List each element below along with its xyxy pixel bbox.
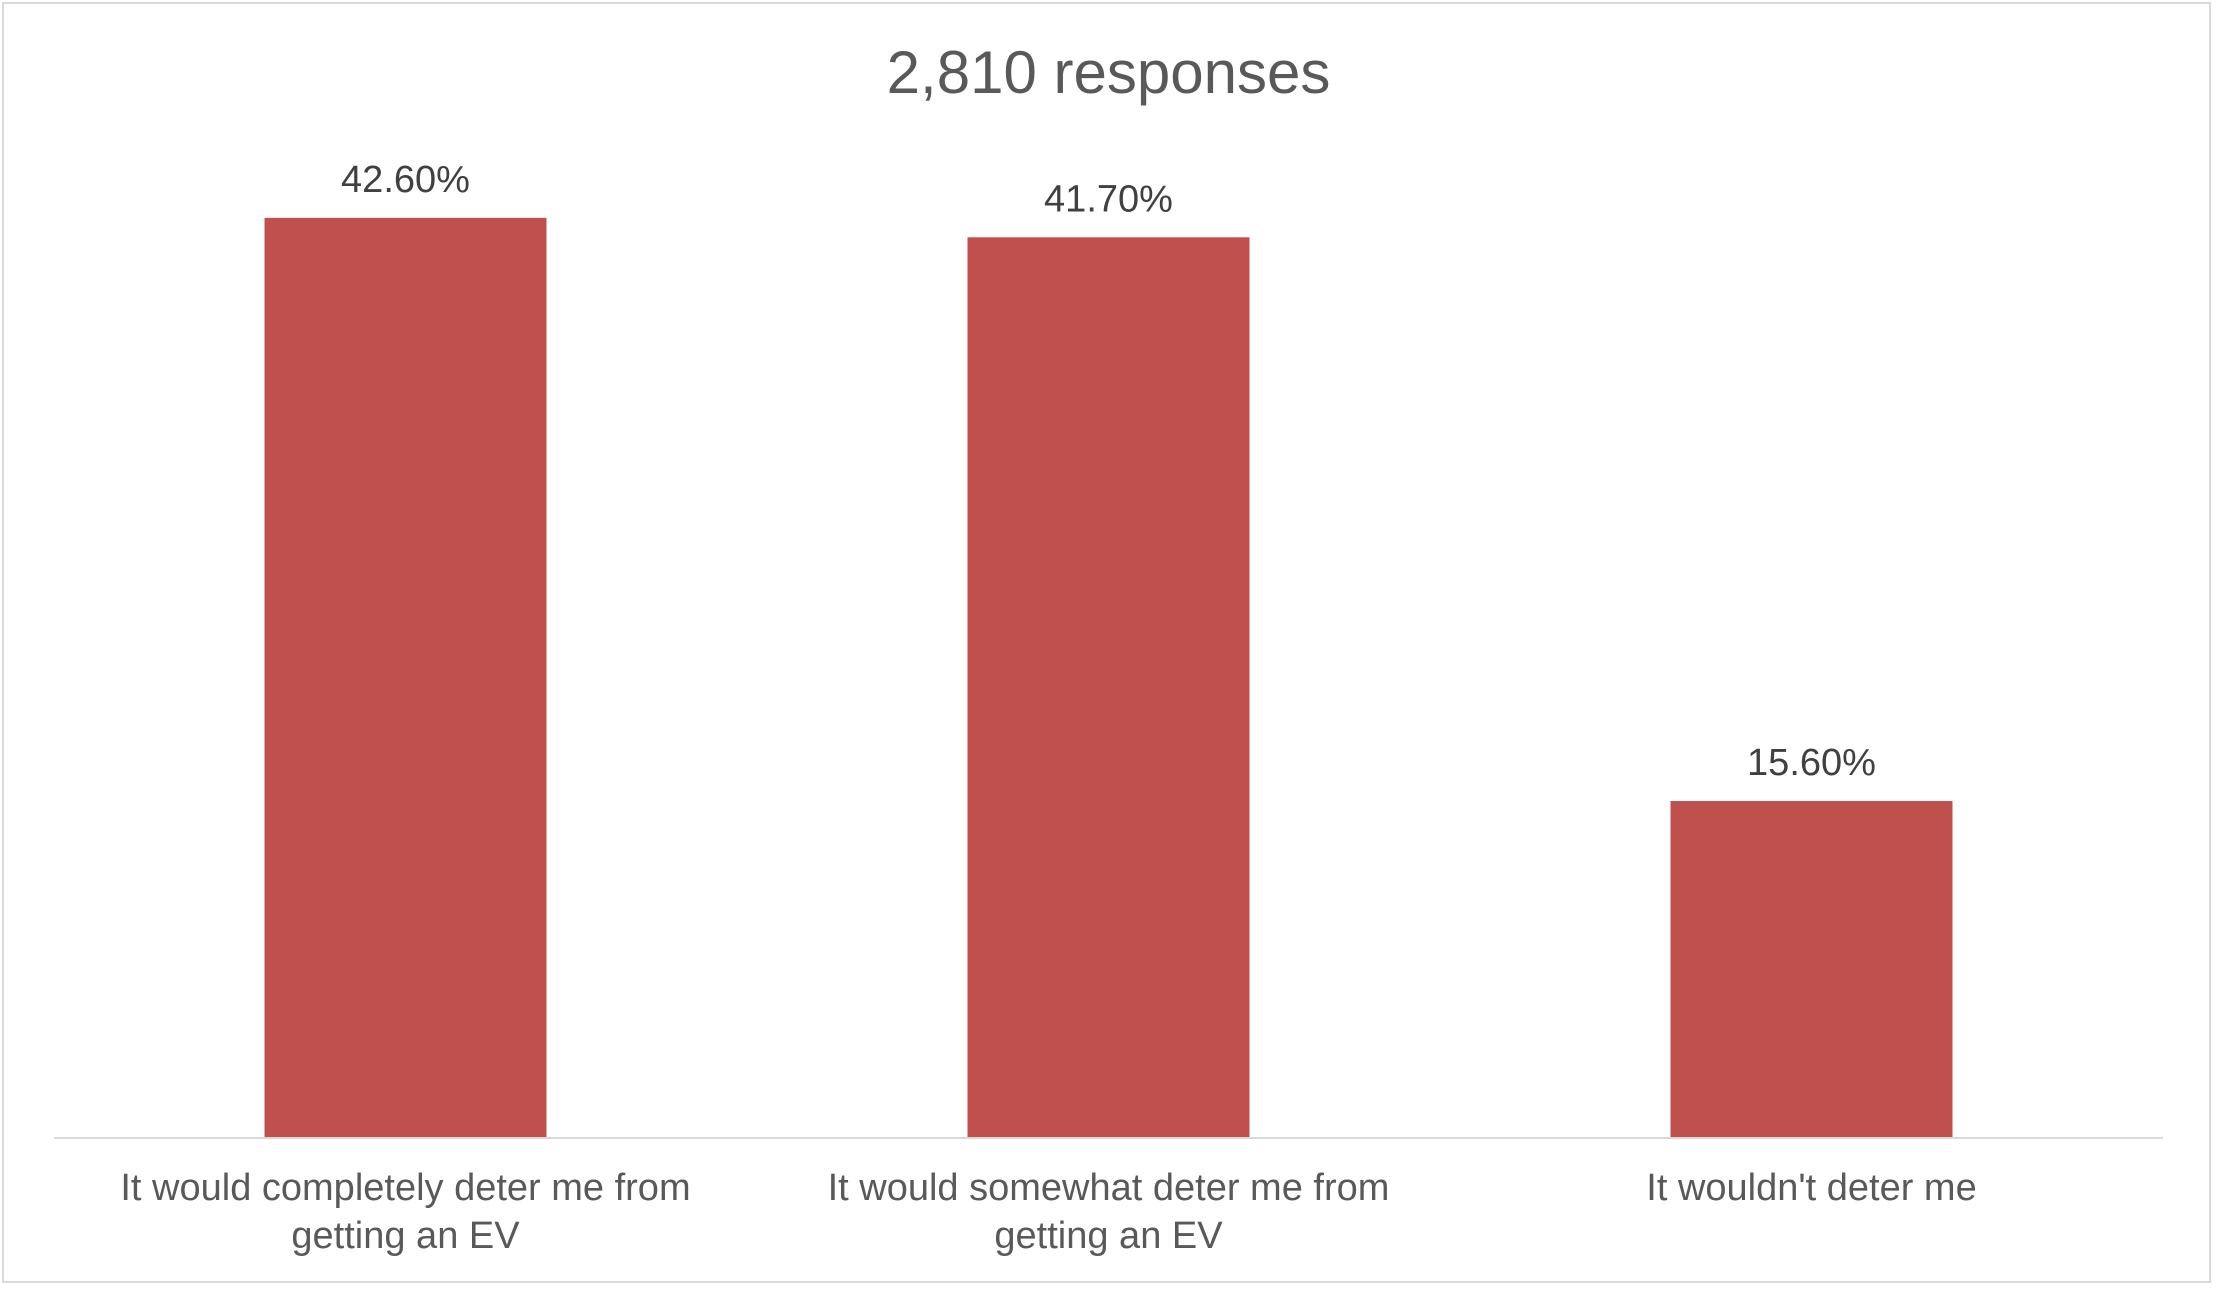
value-label-1: 41.70% bbox=[1044, 178, 1173, 220]
bar-2 bbox=[1670, 801, 1953, 1138]
value-label-2: 15.60% bbox=[1747, 742, 1876, 784]
chart-title: 2,810 responses bbox=[886, 39, 1331, 106]
bar-1 bbox=[967, 237, 1250, 1138]
category-label-2: It wouldn't deter me bbox=[1646, 1167, 1977, 1209]
value-labels-group: 42.60% 41.70% 15.60% bbox=[341, 159, 1876, 784]
bars-group bbox=[264, 217, 1953, 1139]
category-label-1: It would somewhat deter me from getting … bbox=[827, 1167, 1390, 1257]
category-label-0: It would completely deter me from gettin… bbox=[120, 1167, 691, 1257]
bar-0 bbox=[264, 217, 547, 1139]
value-label-0: 42.60% bbox=[341, 159, 470, 201]
